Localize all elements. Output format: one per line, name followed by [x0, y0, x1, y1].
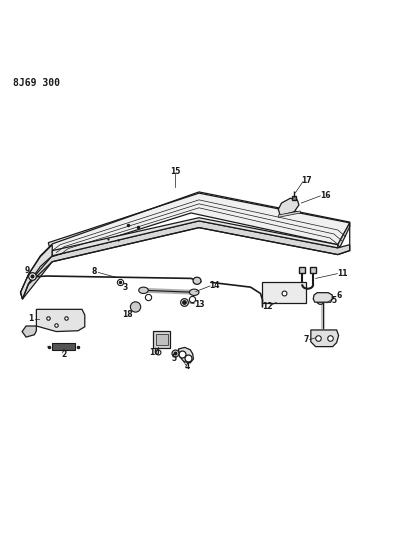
- Text: 12: 12: [262, 302, 273, 311]
- Text: 16: 16: [320, 191, 330, 200]
- Bar: [262, 282, 306, 303]
- Text: 1: 1: [28, 314, 33, 324]
- Bar: [52, 343, 75, 350]
- Text: 15: 15: [170, 167, 180, 176]
- Text: 7: 7: [303, 335, 309, 344]
- Polygon shape: [36, 309, 85, 332]
- Polygon shape: [313, 293, 332, 302]
- Polygon shape: [278, 198, 299, 216]
- Polygon shape: [21, 221, 350, 299]
- Ellipse shape: [189, 289, 199, 295]
- Text: 4: 4: [185, 362, 190, 371]
- Polygon shape: [311, 330, 339, 346]
- Ellipse shape: [193, 277, 201, 284]
- Polygon shape: [178, 348, 193, 363]
- Text: 9: 9: [24, 266, 29, 275]
- Text: 2: 2: [62, 350, 67, 359]
- Ellipse shape: [139, 287, 148, 294]
- Polygon shape: [278, 211, 300, 217]
- Text: 18: 18: [122, 310, 133, 319]
- Text: 8J69 300: 8J69 300: [13, 78, 60, 88]
- Polygon shape: [338, 223, 350, 247]
- Text: 3: 3: [123, 282, 128, 292]
- Text: 5: 5: [331, 296, 336, 305]
- Text: 17: 17: [301, 175, 311, 184]
- Text: 11: 11: [338, 269, 348, 278]
- Polygon shape: [22, 326, 36, 337]
- Bar: [156, 334, 168, 345]
- Polygon shape: [52, 217, 338, 256]
- Text: 5: 5: [172, 354, 177, 363]
- Ellipse shape: [131, 302, 141, 312]
- Text: 13: 13: [194, 301, 204, 310]
- Polygon shape: [21, 245, 52, 299]
- Text: 14: 14: [210, 281, 220, 289]
- Polygon shape: [48, 193, 350, 256]
- Text: 10: 10: [149, 349, 160, 358]
- Text: 6: 6: [336, 291, 341, 300]
- Text: 8: 8: [91, 266, 97, 276]
- Bar: [153, 331, 170, 348]
